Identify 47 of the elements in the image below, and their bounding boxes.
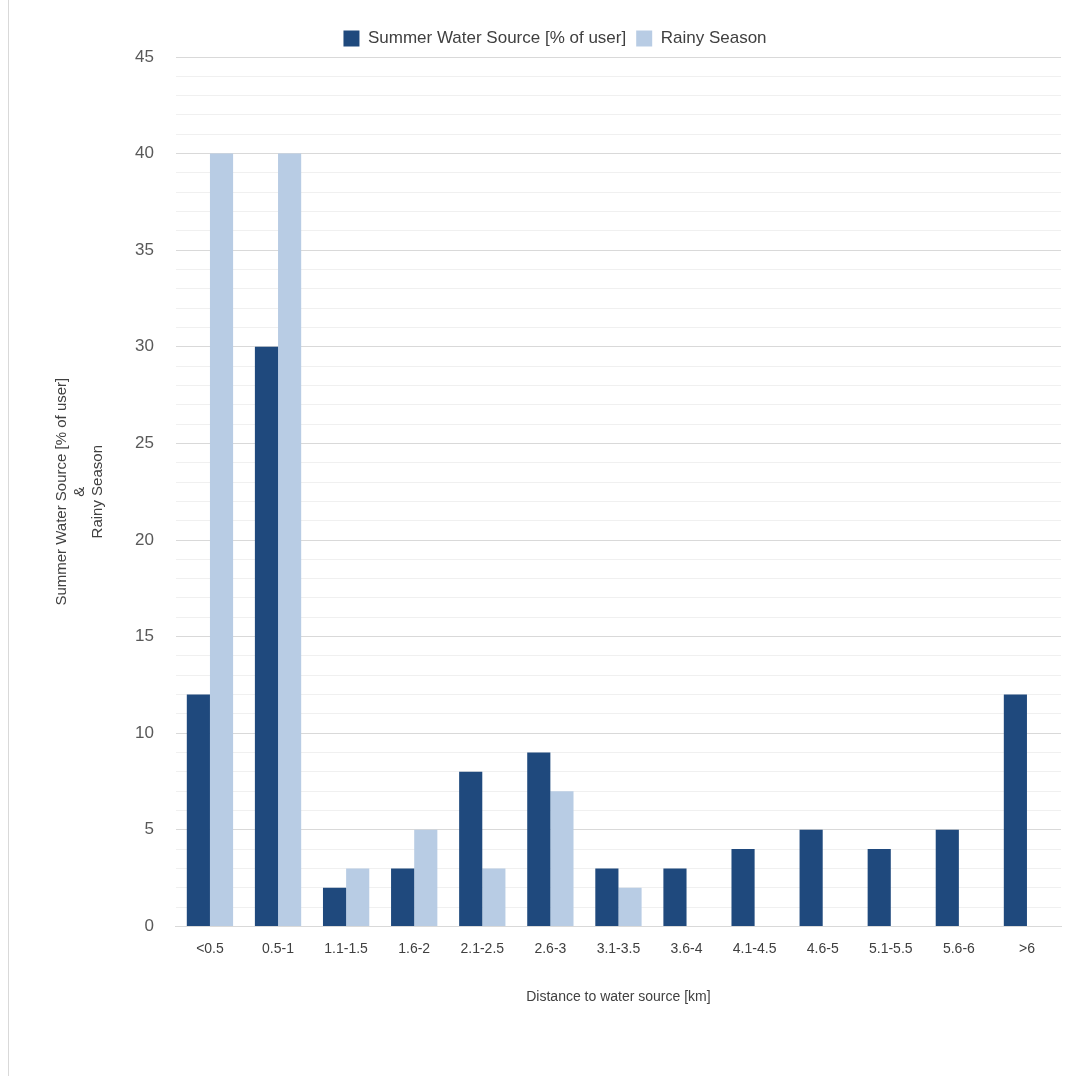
bar [799,829,823,926]
bar [527,752,551,926]
y-tick-label: 5 [144,819,154,839]
x-tick-label: >6 [1018,939,1036,956]
bar [550,791,574,926]
x-tick-label: 2.6-3 [534,939,567,956]
x-tick-label: 5.1-5.5 [868,939,913,956]
y-tick-label: 30 [134,336,154,356]
bar [414,829,438,926]
bar [663,868,687,926]
x-tick-label: <0.5 [196,939,224,956]
bar [595,868,619,926]
x-tick-label: 3.6-4 [670,939,703,956]
bar [731,849,755,926]
x-axis-title: Distance to water source [km] [526,988,711,1005]
bar [346,868,370,926]
bar [278,153,302,926]
x-tick-label: 3.1-3.5 [596,939,641,956]
y-tick-label: 10 [134,722,154,742]
y-tick-label: 15 [134,626,154,646]
bar [867,849,891,926]
bar [459,771,483,926]
legend-label: Summer Water Source [% of user] [367,28,627,48]
bar [186,694,210,926]
x-tick-label: 1.6-2 [398,939,431,956]
bar [391,868,415,926]
bar [1003,694,1027,926]
bar [209,153,234,926]
x-tick-label: 0.5-1 [262,939,295,956]
bar [482,868,506,926]
y-tick-label: 0 [144,916,154,936]
x-tick-label: 2.1-2.5 [460,939,505,956]
legend-label: Rainy Season [660,28,767,48]
y-tick-label: 35 [134,239,154,259]
x-tick-label: 4.6-5 [806,939,839,956]
y-tick-label: 25 [134,433,154,453]
bar [254,346,279,926]
bar [618,887,642,926]
x-tick-label: 1.1-1.5 [324,939,369,956]
y-tick-label: 20 [134,529,154,549]
x-tick-label: 4.1-4.5 [732,939,777,956]
y-tick-label: 40 [134,143,154,163]
bar [935,829,959,926]
bar [322,887,347,926]
y-axis-title: Summer Water Source [% of user] & Rainy Season [52,377,106,606]
y-tick-label: 45 [134,46,154,66]
x-tick-label: 5.6-6 [942,939,976,956]
